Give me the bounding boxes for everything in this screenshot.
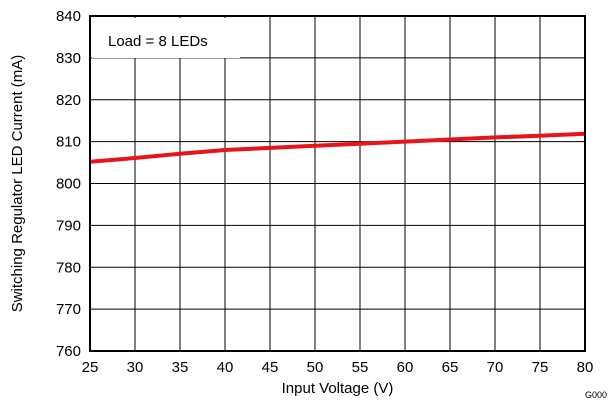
- y-tick-label-770: 770: [56, 301, 81, 318]
- x-tick-label-60: 60: [397, 359, 414, 376]
- x-tick-label-65: 65: [442, 359, 459, 376]
- figure-id-label: G000: [585, 390, 607, 400]
- x-tick-label-75: 75: [532, 359, 549, 376]
- y-tick-label-760: 760: [56, 343, 81, 360]
- x-tick-label-45: 45: [262, 359, 279, 376]
- x-tick-label-70: 70: [487, 359, 504, 376]
- x-tick-label-50: 50: [307, 359, 324, 376]
- x-tick-label-30: 30: [127, 359, 144, 376]
- x-tick-label-80: 80: [577, 359, 594, 376]
- series-layer: [89, 131, 586, 164]
- plot-area-frame: [89, 15, 586, 352]
- annotation-load-label: Load = 8 LEDs: [108, 33, 208, 50]
- x-tick-label-55: 55: [352, 359, 369, 376]
- x-axis-label: Input Voltage (V): [282, 380, 394, 397]
- annotation-background: [92, 18, 240, 58]
- y-tick-label-840: 840: [56, 8, 81, 25]
- y-tick-label-790: 790: [56, 217, 81, 234]
- y-axis-label: Switching Regulator LED Current (mA): [9, 55, 26, 313]
- y-tick-label-830: 830: [56, 50, 81, 67]
- x-tick-labels: 25 30 35 40 45 50 55 60 65 70 75 80: [82, 359, 594, 376]
- y-tick-label-810: 810: [56, 134, 81, 151]
- x-tick-label-40: 40: [217, 359, 234, 376]
- y-tick-label-800: 800: [56, 176, 81, 193]
- x-tick-label-25: 25: [82, 359, 99, 376]
- y-tick-label-820: 820: [56, 92, 81, 109]
- y-tick-label-780: 780: [56, 259, 81, 276]
- x-tick-label-35: 35: [172, 359, 189, 376]
- grid-layer: [89, 15, 586, 352]
- y-tick-labels: 760 770 780 790 800 810 820 830 840: [56, 8, 81, 360]
- series-line-0: [89, 131, 586, 164]
